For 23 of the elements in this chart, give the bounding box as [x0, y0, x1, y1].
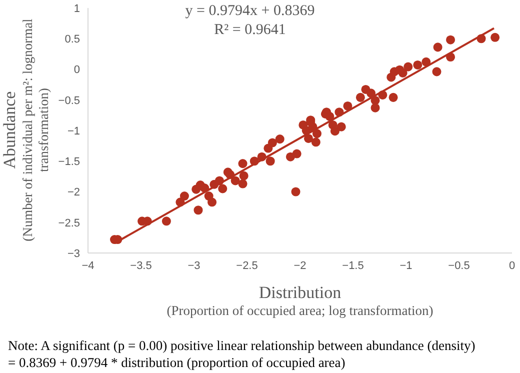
- y-tick-label: −2: [67, 186, 80, 199]
- y-tick-label: −3: [67, 248, 80, 260]
- x-tick-label: −1: [400, 260, 412, 272]
- y-tick-label: −2.5: [58, 217, 80, 230]
- y-tick-label: −1.5: [58, 156, 80, 168]
- x-tick-label: −2: [294, 260, 306, 272]
- y-tick-label: 0: [74, 64, 80, 76]
- y-tick-label: −0.5: [58, 94, 80, 107]
- y-tick-label: 1: [74, 2, 80, 15]
- y-tick-label: 0.5: [64, 34, 80, 46]
- x-tick-label: −3: [188, 260, 200, 272]
- y-tick-label: −1: [67, 125, 80, 138]
- x-tick-label: −0.5: [448, 260, 470, 272]
- x-tick-label: −1.5: [342, 260, 364, 272]
- x-axis-title: Distribution (Proportion of occupied area; log transformation): [166, 283, 434, 319]
- y-axis-title: Abundance (Number of individual per m²: lognormal transformation): [0, 18, 52, 244]
- annotation: R² = 0.9641: [213, 21, 287, 40]
- x-tick-label: −4: [82, 260, 94, 272]
- x-tick-label: −3.5: [130, 260, 152, 272]
- text: Note: A significant (p = 0.00) positive linear relationship between abundance (density) = 0.8369 + 0.9794 * distribution (proportion of occupied area): [8, 337, 476, 371]
- x-tick-label: 0: [508, 260, 516, 272]
- x-tick-label: −2.5: [236, 260, 258, 272]
- annotation: y = 0.9794x + 0.8369: [184, 2, 316, 21]
